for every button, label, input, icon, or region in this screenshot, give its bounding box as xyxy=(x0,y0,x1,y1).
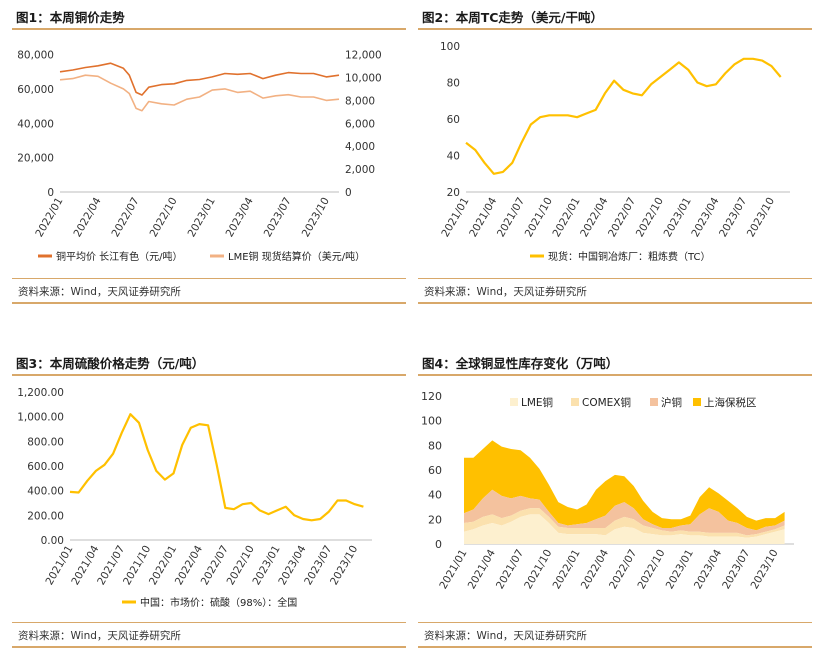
y-tick-label: 1,200.00 xyxy=(17,387,64,399)
x-tick-label: 2022/01 xyxy=(551,548,583,592)
y-right-tick-label: 6,000 xyxy=(345,118,375,130)
x-tick-label: 2023/10 xyxy=(300,196,332,240)
y-right-tick-label: 10,000 xyxy=(345,72,382,84)
y-tick-label: 0.00 xyxy=(41,535,64,547)
y-right-tick-label: 8,000 xyxy=(345,95,375,107)
y-tick-label: 100 xyxy=(440,41,460,53)
y-tick-label: 600.00 xyxy=(27,461,64,473)
series-line xyxy=(69,413,364,522)
legend-label: LME铜 现货结算价（美元/吨） xyxy=(228,250,365,263)
y-tick-label: 40 xyxy=(447,151,460,163)
x-tick-label: 2023/04 xyxy=(224,195,256,239)
legend-swatch xyxy=(693,398,701,406)
x-tick-label: 2023/07 xyxy=(720,548,752,592)
y-tick-label: 0 xyxy=(47,187,54,199)
legend-label: 铜平均价 长江有色（元/吨） xyxy=(56,250,183,263)
x-tick-label: 2021/01 xyxy=(437,548,469,592)
y-right-tick-label: 4,000 xyxy=(345,141,375,153)
x-tick-label: 2022/07 xyxy=(109,196,141,240)
y-tick-label: 0 xyxy=(435,538,442,551)
legend-swatch xyxy=(510,398,518,406)
x-tick-label: 2023/07 xyxy=(262,196,294,240)
legend-label: COMEX铜 xyxy=(582,397,631,409)
x-tick-label: 2022/10 xyxy=(635,548,667,592)
source-note: 资料来源：Wind，天风证券研究所 xyxy=(12,278,406,304)
y-right-tick-label: 2,000 xyxy=(345,164,375,176)
y-right-tick-label: 12,000 xyxy=(345,50,382,62)
series-line xyxy=(465,57,782,175)
y-tick-label: 80 xyxy=(447,78,460,90)
series-area xyxy=(464,440,785,531)
y-tick-label: 80 xyxy=(428,439,442,452)
legend-label: LME铜 xyxy=(521,397,553,409)
y-tick-label: 200.00 xyxy=(27,510,64,522)
series-line xyxy=(59,62,340,96)
chart-title: 图3：本周硫酸价格走势（元/吨） xyxy=(12,352,406,376)
x-tick-label: 2023/10 xyxy=(749,548,781,592)
chart-title: 图1：本周铜价走势 xyxy=(12,6,406,30)
x-tick-label: 2023/10 xyxy=(745,196,777,240)
series-area xyxy=(464,508,785,538)
chart-title: 图4：全球铜显性库存变化（万吨） xyxy=(418,352,812,376)
x-tick-label: 2023/01 xyxy=(186,196,218,240)
series-area xyxy=(464,489,785,536)
series-area xyxy=(464,514,785,544)
y-tick-label: 400.00 xyxy=(27,486,64,498)
chart-tc: 204060801002021/012021/042021/072021/102… xyxy=(439,41,790,263)
y-tick-label: 40,000 xyxy=(17,118,54,130)
x-tick-label: 2023/01 xyxy=(664,548,696,592)
chart-copper-price: 0 20,000 40,000 60,000 80,000 0 2,000 4,000 6,00… xyxy=(17,50,382,263)
y-tick-label: 40 xyxy=(428,489,442,502)
y-tick-label: 1,000.00 xyxy=(17,412,64,424)
x-tick-label: 2022/04 xyxy=(71,195,103,239)
x-tick-label: 2022/10 xyxy=(148,196,180,240)
y-tick-label: 80,000 xyxy=(17,50,54,62)
legend-swatch xyxy=(571,398,579,406)
series-line xyxy=(59,74,340,112)
chart-panel-1: 图1：本周铜价走势 0 20,000 40,000 60,000 80,000 0 2,00… xyxy=(12,6,406,306)
legend-swatch xyxy=(650,398,658,406)
x-tick-label: 2021/10 xyxy=(522,548,554,592)
chart-panel-4: 图4：全球铜显性库存变化（万吨） 0 20 40 60 80 100 120 2021/01 2… xyxy=(418,352,812,649)
legend-label: 沪铜 xyxy=(661,396,682,409)
x-tick-label: 2022/07 xyxy=(607,548,639,592)
legend-label: 中国：市场价：硫酸（98%）：全国 xyxy=(140,596,297,609)
y-tick-label: 20 xyxy=(447,187,460,199)
chart-copper-inventory: 0204060801001202021/012021/042021/072021… xyxy=(421,390,794,592)
x-tick-label: 2021/07 xyxy=(494,548,526,592)
chart-panel-3: 图3：本周硫酸价格走势（元/吨） 0.00 200.00 400.00 600.00 8… xyxy=(12,352,406,649)
y-tick-label: 60 xyxy=(428,464,442,477)
legend-label: 上海保税区 xyxy=(704,396,757,409)
source-note: 资料来源：Wind，天风证券研究所 xyxy=(418,278,812,304)
legend-label: 现货：中国铜冶炼厂：粗炼费（TC） xyxy=(548,250,711,263)
chart-panel-2: 图2：本周TC走势（美元/干吨） 20 40 60 80 100 2021/01 2021/… xyxy=(418,6,812,306)
y-tick-label: 60,000 xyxy=(17,84,54,96)
chart-sulfuric-acid: 0.00 200.00 400.00 600.00 800.00 1,000.00 1,20… xyxy=(17,387,372,609)
chart-title: 图2：本周TC走势（美元/干吨） xyxy=(418,6,812,30)
y-right-tick-label: 0 xyxy=(345,187,352,199)
y-tick-label: 60 xyxy=(447,114,460,126)
y-tick-label: 120 xyxy=(421,390,442,403)
source-note: 资料来源：Wind，天风证券研究所 xyxy=(418,622,812,648)
y-tick-label: 800.00 xyxy=(27,436,64,448)
source-note: 资料来源：Wind，天风证券研究所 xyxy=(12,622,406,648)
y-tick-label: 20 xyxy=(428,513,442,526)
y-tick-label: 100 xyxy=(421,415,442,428)
x-tick-label: 2022/01 xyxy=(33,196,65,240)
y-tick-label: 20,000 xyxy=(17,153,54,165)
